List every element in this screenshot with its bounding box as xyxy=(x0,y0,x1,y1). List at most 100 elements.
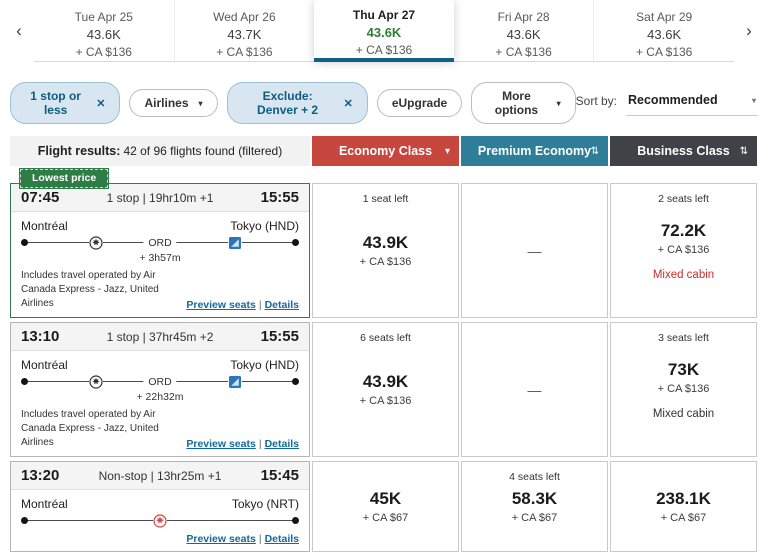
fare-cell-business[interactable]: 3 seats left 73K + CA $136 Mixed cabin xyxy=(610,322,757,457)
cash-fee: + CA $67 xyxy=(660,512,707,524)
filter-chip-label: 1 stop or less xyxy=(30,89,81,117)
flight-card-body: Montréal Tokyo (HND) ORD + 22h32m Includ… xyxy=(11,351,309,456)
column-header-label: Business Class xyxy=(637,144,730,158)
fare-cell-economy[interactable]: 1 seat left 43.9K + CA $136 xyxy=(312,183,459,318)
flight-row: 13:20 Non-stop | 13hr25m +1 15:45 Montré… xyxy=(10,461,758,552)
column-header-economy[interactable]: Economy Class ▾ xyxy=(312,136,459,166)
results-header: Flight results: 42 of 96 flights found (… xyxy=(10,136,758,166)
depart-time: 07:45 xyxy=(21,189,60,206)
sort-select[interactable]: Recommended ▾ xyxy=(626,92,758,116)
miles-price: 43.9K xyxy=(362,372,409,391)
caret-down-icon: ▾ xyxy=(198,98,203,108)
fare-cell-business[interactable]: 2 seats left 72.2K + CA $136 Mixed cabin xyxy=(610,183,757,318)
depart-time: 13:20 xyxy=(21,467,60,484)
route-end-dot xyxy=(292,378,299,385)
details-link[interactable]: Details xyxy=(264,533,299,545)
stops-duration: 1 stop | 19hr10m +1 xyxy=(106,190,214,205)
air-canada-express-icon xyxy=(89,375,104,389)
results-summary-count: 42 of 96 flights found (filtered) xyxy=(123,144,283,158)
fare-cell-business[interactable]: 238.1K + CA $67 xyxy=(610,461,757,552)
results-summary: Flight results: 42 of 96 flights found (… xyxy=(10,136,310,166)
seats-left: 4 seats left xyxy=(509,471,560,483)
date-tab-tue-apr-25[interactable]: Tue Apr 25 43.6K + CA $136 xyxy=(34,0,174,62)
mixed-cabin-note: Mixed cabin xyxy=(652,407,715,420)
tab-miles: 43.6K xyxy=(86,27,121,42)
details-link[interactable]: Details xyxy=(264,299,299,311)
seats-left: 1 seat left xyxy=(362,193,409,205)
sort-select-value: Recommended xyxy=(628,93,718,107)
fare-cell-economy[interactable]: 6 seats left 43.9K + CA $136 xyxy=(312,322,459,457)
preview-seats-link[interactable]: Preview seats xyxy=(186,533,256,545)
date-tab-fri-apr-28[interactable]: Fri Apr 28 43.6K + CA $136 xyxy=(453,0,594,62)
caret-down-icon: ▾ xyxy=(556,98,561,108)
filter-chip-label: Airlines xyxy=(144,96,189,110)
close-icon[interactable]: ✕ xyxy=(343,97,353,110)
column-header-business[interactable]: Business Class ⇅ xyxy=(610,136,757,166)
caret-down-icon[interactable]: ▾ xyxy=(444,145,450,157)
air-canada-express-icon xyxy=(89,236,104,250)
chevron-right-icon[interactable]: › xyxy=(734,0,764,62)
tab-cash: + CA $136 xyxy=(75,45,132,59)
route-line: ORD xyxy=(21,375,299,389)
fare-cell-economy[interactable]: 45K + CA $67 xyxy=(312,461,459,552)
origin-city: Montréal xyxy=(21,219,68,233)
column-header-premium-economy[interactable]: Premium Economy ⇅ xyxy=(461,136,608,166)
date-tab-thu-apr-27-selected[interactable]: Thu Apr 27 43.6K + CA $136 xyxy=(314,0,454,62)
filter-chip-airlines[interactable]: Airlines ▾ xyxy=(129,89,218,117)
miles-price: 43.9K xyxy=(362,233,409,252)
filter-chip-eupgrade[interactable]: eUpgrade xyxy=(376,89,463,117)
flight-card-header: 13:10 1 stop | 37hr45m +2 15:55 xyxy=(11,323,309,351)
preview-seats-link[interactable]: Preview seats xyxy=(186,299,256,311)
route-start-dot xyxy=(21,239,28,246)
tab-date-label: Thu Apr 27 xyxy=(352,8,416,22)
tab-cash: + CA $136 xyxy=(216,45,273,59)
united-airlines-icon xyxy=(228,236,243,250)
flight-row: 13:10 1 stop | 37hr45m +2 15:55 Montréal… xyxy=(10,322,758,457)
date-strip: ‹ Tue Apr 25 43.6K + CA $136 Wed Apr 26 … xyxy=(0,0,768,62)
close-icon[interactable]: ✕ xyxy=(96,97,106,110)
link-separator: | xyxy=(258,438,262,450)
tab-miles: 43.7K xyxy=(227,27,262,42)
fare-cell-premium-economy[interactable]: — xyxy=(461,322,608,457)
origin-city: Montréal xyxy=(21,358,68,372)
flight-card: 07:45 1 stop | 19hr10m +1 15:55 Montréal… xyxy=(10,183,310,318)
cash-fee: + CA $136 xyxy=(657,382,710,395)
date-tab-sat-apr-29[interactable]: Sat Apr 29 43.6K + CA $136 xyxy=(593,0,734,62)
filter-chip-more-options[interactable]: More options ▾ xyxy=(471,82,576,124)
tab-miles: 43.6K xyxy=(506,27,541,42)
cash-fee: + CA $67 xyxy=(362,512,409,524)
tab-cash: + CA $136 xyxy=(495,45,552,59)
miles-price: 45K xyxy=(369,489,402,508)
seats-left: 3 seats left xyxy=(658,332,709,344)
preview-seats-link[interactable]: Preview seats xyxy=(186,438,256,450)
filter-chip-label: eUpgrade xyxy=(391,96,448,110)
stops-duration: 1 stop | 37hr45m +2 xyxy=(106,329,214,344)
no-fare-dash: — xyxy=(527,242,542,259)
link-separator: | xyxy=(258,533,262,545)
miles-price: 73K xyxy=(667,359,700,379)
flight-row: Lowest price 07:45 1 stop | 19hr10m +1 1… xyxy=(10,169,758,318)
tab-date-label: Tue Apr 25 xyxy=(74,10,133,24)
united-airlines-icon xyxy=(228,375,243,389)
layover-duration: + 3h57m xyxy=(139,252,181,264)
destination-city: Tokyo (NRT) xyxy=(231,497,299,511)
fare-cell-premium-economy[interactable]: — xyxy=(461,183,608,318)
chevron-left-icon[interactable]: ‹ xyxy=(4,0,34,62)
column-header-label: Premium Economy xyxy=(477,144,592,158)
flight-card: 13:10 1 stop | 37hr45m +2 15:55 Montréal… xyxy=(10,322,310,457)
route-end-dot xyxy=(292,517,299,524)
date-tab-wed-apr-26[interactable]: Wed Apr 26 43.7K + CA $136 xyxy=(173,0,315,62)
sort-updown-icon[interactable]: ⇅ xyxy=(739,145,748,157)
cash-fee: + CA $136 xyxy=(657,243,710,256)
air-canada-icon xyxy=(153,514,167,528)
filter-row: 1 stop or less ✕ Airlines ▾ Exclude: Den… xyxy=(10,82,758,124)
flight-card-header: 07:45 1 stop | 19hr10m +1 15:55 xyxy=(11,184,309,212)
fare-cell-premium-economy[interactable]: 4 seats left 58.3K + CA $67 xyxy=(461,461,608,552)
filter-chip-exclude-denver[interactable]: Exclude: Denver + 2 ✕ xyxy=(226,82,368,124)
filter-chip-stops[interactable]: 1 stop or less ✕ xyxy=(10,82,121,124)
link-separator: | xyxy=(258,299,262,311)
destination-city: Tokyo (HND) xyxy=(230,358,299,372)
filter-chip-label: More options xyxy=(494,89,539,117)
sort-updown-icon[interactable]: ⇅ xyxy=(590,145,599,157)
details-link[interactable]: Details xyxy=(264,438,299,450)
